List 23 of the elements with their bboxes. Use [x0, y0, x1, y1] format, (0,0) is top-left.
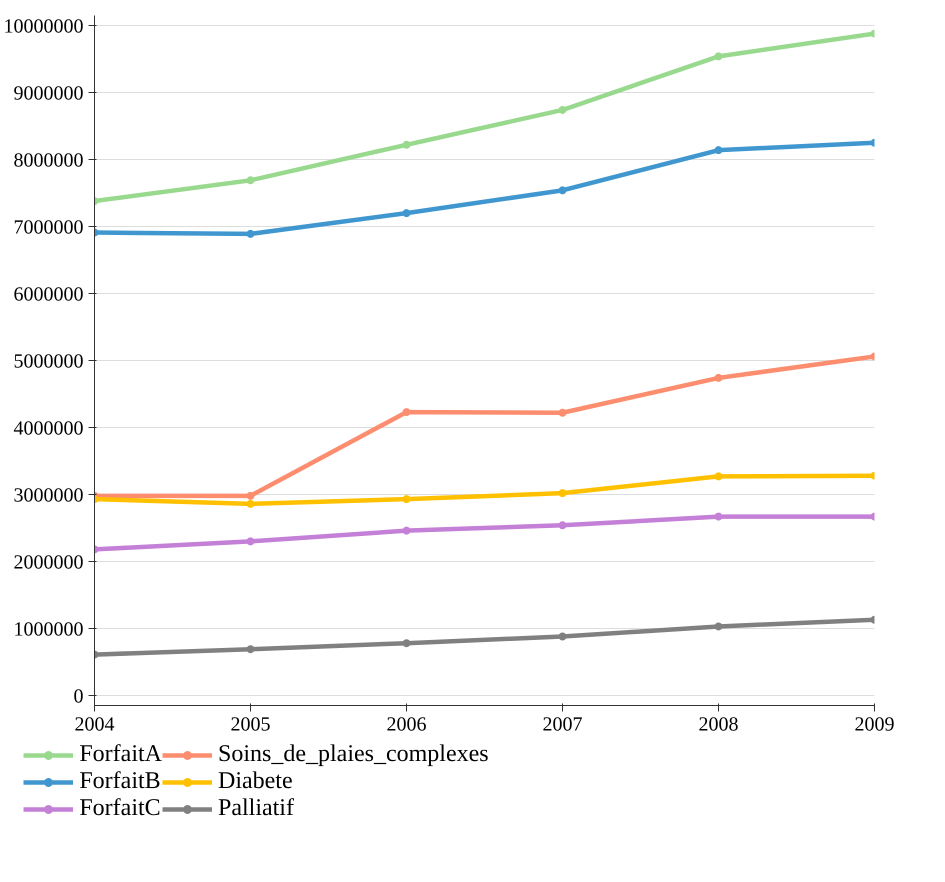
legend-label: ForfaitA — [79, 741, 162, 768]
y-tick-label: 6000000 — [14, 284, 84, 306]
legend-label: Soins_de_plaies_complexes — [218, 741, 489, 768]
x-tick-label: 2008 — [698, 714, 738, 736]
y-tick-label: 0 — [74, 685, 84, 708]
x-tick-label: 2005 — [230, 714, 270, 736]
x-tick-label: 2007 — [542, 714, 582, 736]
y-tick-label: 1000000 — [14, 618, 84, 640]
y-tick-label: 7000000 — [14, 216, 84, 239]
x-tick-label: 2009 — [854, 714, 894, 736]
legend-label: ForfaitB — [79, 768, 161, 795]
y-tick-label: 10000000 — [4, 16, 84, 38]
legend-label: Palliatif — [218, 795, 294, 822]
y-tick-label: 8000000 — [14, 150, 84, 172]
y-tick-label: 9000000 — [14, 82, 84, 105]
y-tick-label: 4000000 — [14, 417, 84, 440]
y-tick-label: 5000000 — [14, 350, 84, 372]
legend-label: Diabete — [218, 768, 293, 795]
x-tick-label: 2006 — [386, 714, 426, 736]
y-tick-label: 2000000 — [14, 551, 84, 574]
legend-label: ForfaitC — [79, 795, 161, 822]
y-tick-label: 3000000 — [14, 484, 84, 506]
x-tick-label: 2004 — [74, 714, 114, 736]
